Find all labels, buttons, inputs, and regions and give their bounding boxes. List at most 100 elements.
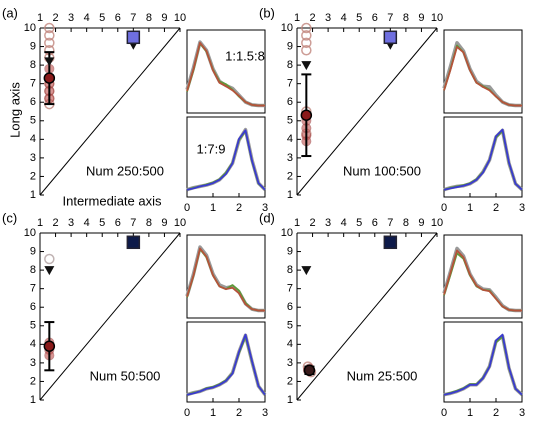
y-tick-label: 4 [287,338,293,350]
curve [443,335,523,396]
x-tick-label: 3 [68,12,74,24]
curve [186,41,265,107]
x-tick-label: 5 [99,12,105,24]
x-tick-label: 10 [431,217,443,229]
annotation: Num 50:500 [90,368,161,383]
y-tick-label: 10 [281,227,293,239]
inset-frame [443,321,523,403]
y-tick-label: 5 [287,320,293,332]
x-tick-label: 3 [68,217,74,229]
x-tick-label: 2 [309,12,315,24]
x-tick-label: 2 [52,12,58,24]
y-tick-label: 2 [287,170,293,182]
panel-label: (b) [259,5,275,20]
curve [186,129,266,191]
x-tick-label: 3 [519,202,525,214]
x-tick-label: 1 [37,12,43,24]
y-tick-label: 6 [287,96,293,108]
curve [443,333,523,396]
y-tick-label: 10 [24,227,36,239]
y-tick-label: 7 [287,78,293,90]
x-tick-label: 3 [325,12,331,24]
curve [186,247,265,312]
inset-frame [186,29,266,114]
diagonal [39,27,181,196]
y-tick-label: 8 [287,59,293,71]
x-tick-label: 10 [174,217,186,229]
y-tick-label: 8 [30,264,36,276]
x-tick-label: 8 [146,12,152,24]
x-tick-label: 5 [356,217,362,229]
sample-point [44,22,55,34]
inset-frame [443,29,523,114]
panel-label: (a) [2,5,18,20]
y-tick-label: 1 [30,189,36,201]
y-tick-label: 10 [281,22,293,34]
curve [443,128,524,192]
y-tick-label: 6 [287,301,293,313]
annotation: Num 250:500 [86,163,164,178]
x-tick-label: 3 [262,407,268,419]
inset-frame [186,321,266,403]
square-point [383,30,398,45]
x-tick-label: 0 [441,407,447,419]
x-tick-label: 3 [325,217,331,229]
triangle-point [44,57,55,67]
x-tick-label: 4 [341,217,347,229]
square-point [126,30,141,45]
x-tick-label: 8 [146,217,152,229]
x-tick-label: 3 [262,202,268,214]
x-tick-label: 1 [210,202,216,214]
sample-point [301,37,312,49]
y-tick-label: 9 [30,40,36,52]
panel-label: (c) [2,210,17,225]
annotation: Num 100:500 [343,163,421,178]
panel-label: (d) [259,210,275,225]
x-tick-label: 0 [441,202,447,214]
y-tick-label: 9 [287,245,293,257]
y-tick-label: 3 [30,357,36,369]
square-point [383,235,398,250]
x-tick-label: 10 [431,12,443,24]
curve [443,128,523,191]
x-tick-label: 0 [184,407,190,419]
y-tick-label: 2 [30,375,36,387]
sample-point [44,30,55,41]
mean-point [43,72,56,84]
x-tick-label: 1 [210,407,216,419]
x-tick-label: 9 [418,217,424,229]
curve [443,249,522,312]
x-tick-label: 1 [294,217,300,229]
y-tick-label: 2 [287,375,293,387]
inset-annotation: 1:1.5:8 [225,48,265,63]
x-tick-label: 3 [519,407,525,419]
diagonal [296,27,438,196]
curve [443,252,522,312]
x-tick-label: 4 [84,217,90,229]
x-tick-label: 2 [493,202,499,214]
y-tick-label: 4 [30,338,36,350]
x-axis-label: Intermediate axis [63,193,162,208]
mean-point [43,340,56,352]
x-tick-label: 7 [130,12,136,24]
x-tick-label: 1 [467,202,473,214]
curve [443,130,523,191]
y-tick-label: 8 [30,59,36,71]
curve [186,333,266,396]
y-tick-label: 3 [30,152,36,164]
x-tick-label: 6 [372,217,378,229]
y-tick-label: 6 [30,96,36,108]
y-tick-label: 8 [287,264,293,276]
x-tick-label: 1 [467,407,473,419]
x-tick-label: 4 [341,12,347,24]
y-tick-label: 7 [30,283,36,295]
sample-point [301,45,312,56]
x-tick-label: 8 [403,12,409,24]
x-tick-label: 6 [372,12,378,24]
y-tick-label: 6 [30,301,36,313]
x-tick-label: 1 [294,12,300,24]
x-tick-label: 10 [174,12,186,24]
y-tick-label: 7 [287,283,293,295]
x-tick-label: 9 [418,12,424,24]
